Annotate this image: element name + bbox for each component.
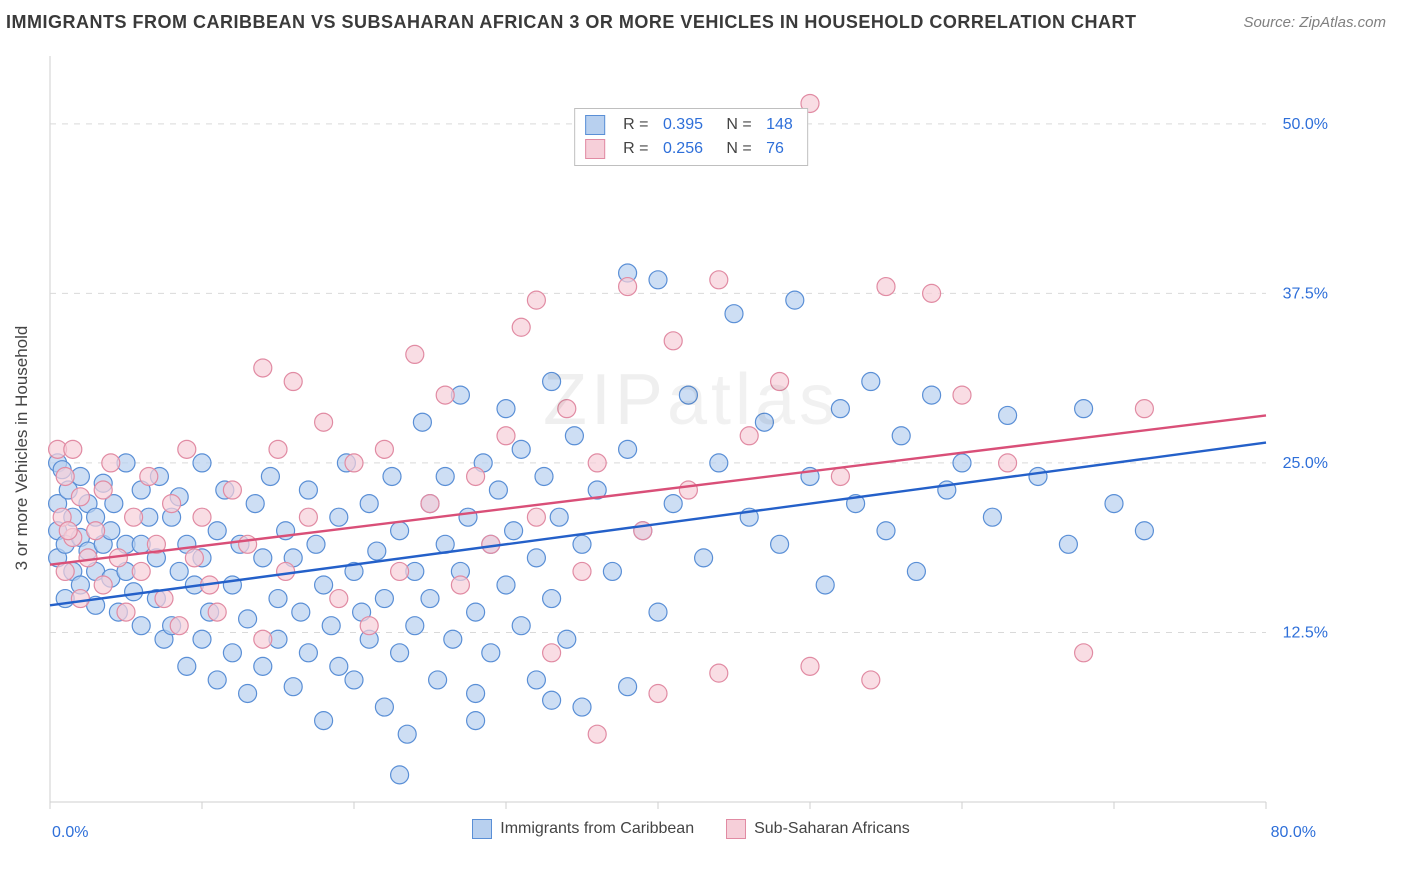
x-max-label: 80.0%: [1271, 824, 1316, 842]
x-min-label: 0.0%: [52, 824, 88, 842]
swatch-series-2: [585, 139, 605, 159]
svg-text:12.5%: 12.5%: [1283, 624, 1328, 641]
stats-row-2: R = 0.256 N = 76: [585, 137, 793, 161]
stats-legend: R = 0.395 N = 148 R = 0.256 N = 76: [574, 108, 808, 166]
source-credit: Source: ZipAtlas.com: [1243, 14, 1386, 31]
chart-area: 3 or more Vehicles in Household 12.5%25.…: [46, 52, 1336, 844]
swatch-series-2b: [726, 819, 746, 839]
stats-row-1: R = 0.395 N = 148: [585, 113, 793, 137]
chart-title: IMMIGRANTS FROM CARIBBEAN VS SUBSAHARAN …: [6, 12, 1137, 33]
svg-text:25.0%: 25.0%: [1283, 455, 1328, 472]
svg-text:37.5%: 37.5%: [1283, 285, 1328, 302]
legend-item-1: Immigrants from Caribbean: [472, 819, 694, 839]
bottom-legend: 0.0% Immigrants from Caribbean Sub-Sahar…: [46, 814, 1336, 844]
y-axis-label: 3 or more Vehicles in Household: [12, 326, 32, 571]
swatch-series-1b: [472, 819, 492, 839]
swatch-series-1: [585, 115, 605, 135]
scatter-chart: 12.5% 25.0% 37.5% 50.0%: [46, 52, 1336, 814]
legend-item-2: Sub-Saharan Africans: [726, 819, 910, 839]
svg-text:50.0%: 50.0%: [1283, 116, 1328, 133]
